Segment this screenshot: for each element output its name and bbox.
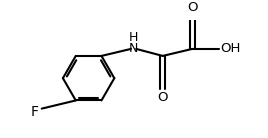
Text: N: N: [129, 42, 138, 55]
Text: OH: OH: [221, 42, 241, 55]
Text: O: O: [158, 91, 168, 104]
Text: O: O: [187, 1, 198, 14]
Text: F: F: [31, 105, 39, 119]
Text: H: H: [129, 31, 138, 44]
